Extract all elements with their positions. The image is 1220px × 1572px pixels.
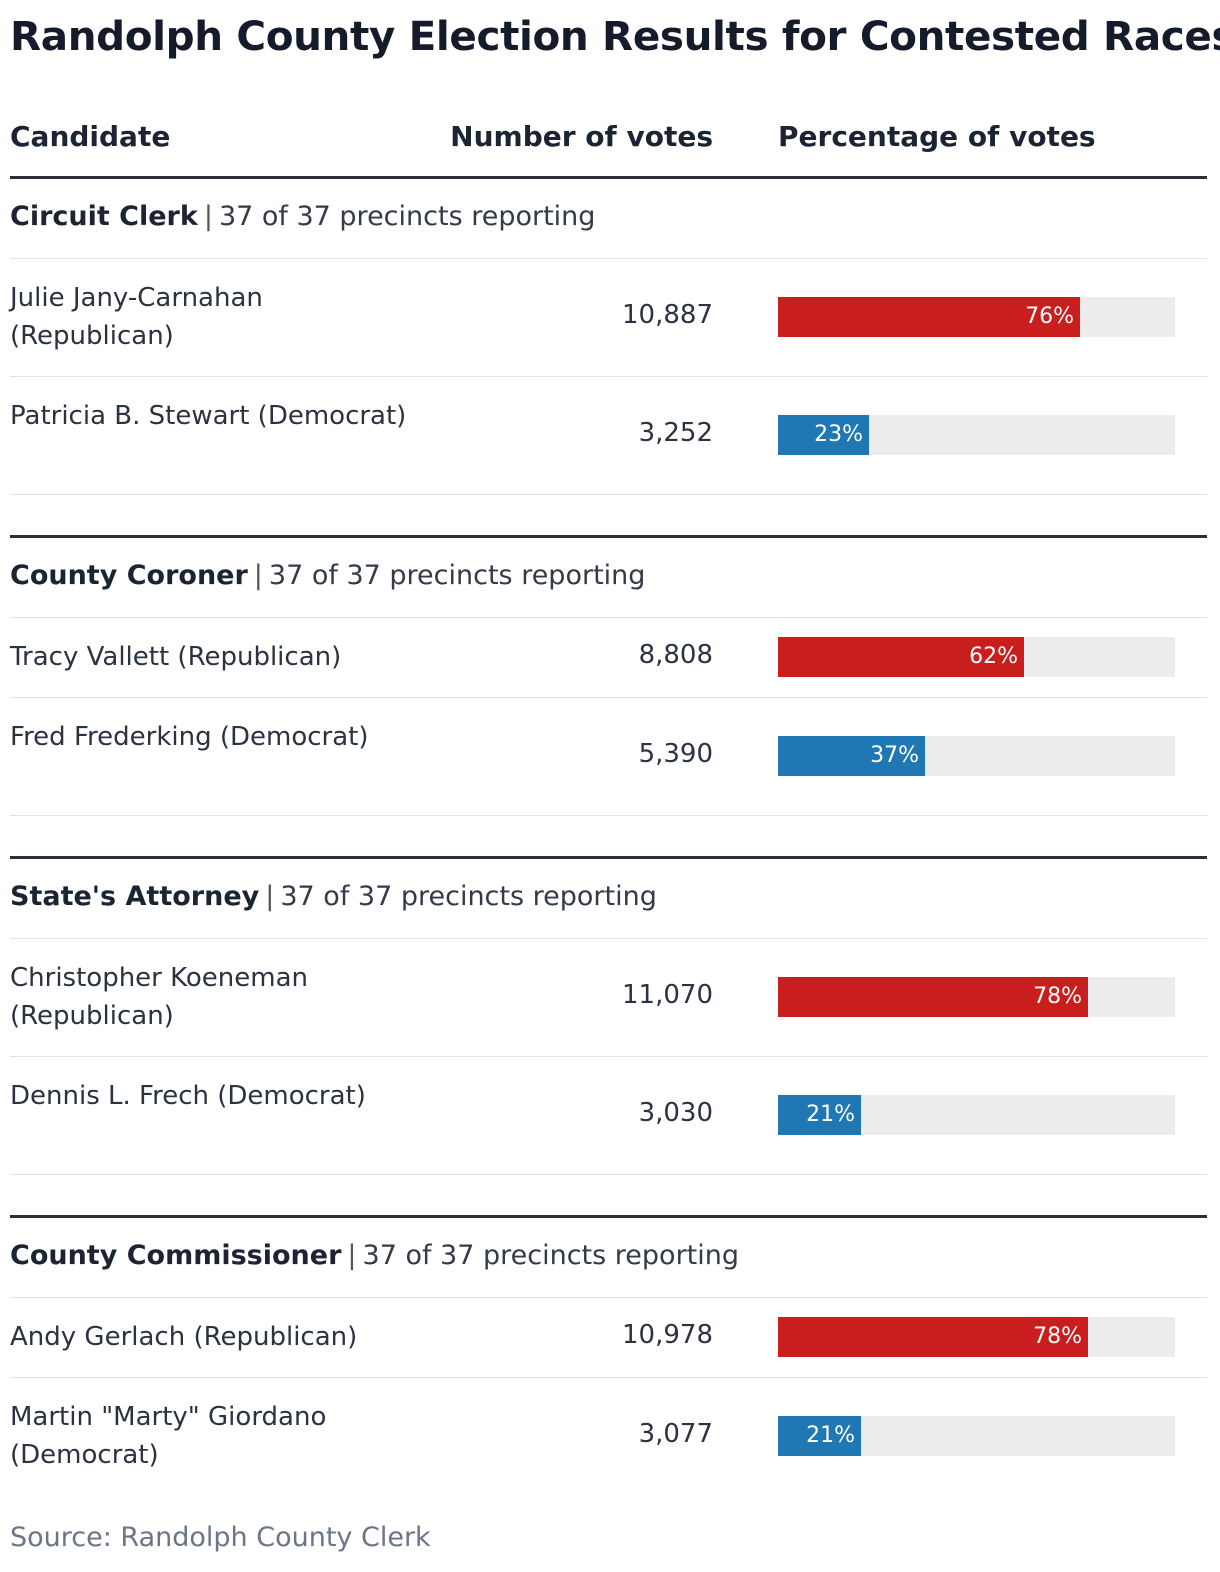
percentage-label: 21% xyxy=(806,1102,855,1127)
race-header: State's Attorney | 37 of 37 precincts repo… xyxy=(10,881,657,912)
race-separator: | xyxy=(265,881,275,912)
candidate-name: Christopher Koeneman (Republican) xyxy=(10,963,308,1031)
race-header: Circuit Clerk | 37 of 37 precincts reporti… xyxy=(10,201,595,232)
percentage-label: 78% xyxy=(1033,984,1082,1009)
percentage-bar xyxy=(778,977,1088,1017)
row-divider xyxy=(10,1297,1207,1298)
percentage-bar-track: 21% xyxy=(778,1416,1175,1456)
row-divider xyxy=(10,617,1207,618)
percentage-label: 37% xyxy=(870,743,919,768)
row-divider xyxy=(10,1377,1207,1378)
race-name: Circuit Clerk xyxy=(10,201,198,232)
vote-count: 10,887 xyxy=(622,300,713,330)
section-divider xyxy=(10,535,1207,538)
vote-count: 3,252 xyxy=(638,418,713,448)
candidate-name: Patricia B. Stewart (Democrat) xyxy=(10,401,407,431)
percentage-label: 62% xyxy=(969,644,1018,669)
row-divider xyxy=(10,815,1207,816)
precincts-reporting: 37 of 37 precincts reporting xyxy=(362,1240,740,1271)
section-divider xyxy=(10,1215,1207,1218)
race-header: County Commissioner | 37 of 37 precincts r… xyxy=(10,1240,739,1271)
vote-count: 5,390 xyxy=(638,739,713,769)
percentage-bar xyxy=(778,736,925,776)
section-divider xyxy=(10,176,1207,179)
percentage-bar-track: 37% xyxy=(778,736,1175,776)
column-header-candidate: Candidate xyxy=(10,120,171,153)
vote-count: 10,978 xyxy=(622,1320,713,1350)
candidate-name: Andy Gerlach (Republican) xyxy=(10,1322,358,1352)
percentage-bar-track: 23% xyxy=(778,415,1175,455)
column-header-percentage: Percentage of votes xyxy=(778,120,1096,153)
vote-count: 3,030 xyxy=(638,1098,713,1128)
percentage-bar-track: 78% xyxy=(778,977,1175,1017)
percentage-label: 21% xyxy=(806,1423,855,1448)
candidate-name: Dennis L. Frech (Democrat) xyxy=(10,1081,366,1111)
percentage-bar xyxy=(778,415,869,455)
percentage-bar xyxy=(778,1317,1088,1357)
precincts-reporting: 37 of 37 precincts reporting xyxy=(218,201,596,232)
row-divider xyxy=(10,376,1207,377)
row-divider xyxy=(10,697,1207,698)
percentage-label: 23% xyxy=(814,422,863,447)
percentage-bar xyxy=(778,1095,861,1135)
row-divider xyxy=(10,258,1207,259)
percentage-bar-track: 78% xyxy=(778,1317,1175,1357)
page-title: Randolph County Election Results for Con… xyxy=(10,12,1220,60)
row-divider xyxy=(10,494,1207,495)
candidate-name: Julie Jany-Carnahan (Republican) xyxy=(10,283,263,351)
percentage-bar xyxy=(778,637,1024,677)
race-name: County Coroner xyxy=(10,560,248,591)
percentage-bar xyxy=(778,297,1080,337)
precincts-reporting: 37 of 37 precincts reporting xyxy=(280,881,657,912)
race-separator: | xyxy=(203,201,213,232)
race-separator: | xyxy=(347,1240,357,1271)
percentage-bar-track: 76% xyxy=(778,297,1175,337)
section-divider xyxy=(10,856,1207,859)
column-header-votes: Number of votes xyxy=(450,120,713,153)
row-divider xyxy=(10,1056,1207,1057)
percentage-label: 76% xyxy=(1025,304,1074,329)
race-name: County Commissioner xyxy=(10,1240,342,1271)
percentage-bar xyxy=(778,1416,861,1456)
vote-count: 3,077 xyxy=(638,1419,713,1449)
precincts-reporting: 37 of 37 precincts reporting xyxy=(268,560,646,591)
row-divider xyxy=(10,938,1207,939)
percentage-bar-track: 62% xyxy=(778,637,1175,677)
candidate-name: Martin "Marty" Giordano (Democrat) xyxy=(10,1402,327,1470)
candidate-name: Fred Frederking (Democrat) xyxy=(10,722,369,752)
row-divider xyxy=(10,1174,1207,1175)
source-note: Source: Randolph County Clerk xyxy=(10,1522,431,1553)
race-header: County Coroner | 37 of 37 precincts report… xyxy=(10,560,645,591)
vote-count: 11,070 xyxy=(622,980,713,1010)
candidate-name: Tracy Vallett (Republican) xyxy=(10,642,342,672)
percentage-label: 78% xyxy=(1033,1324,1082,1349)
race-separator: | xyxy=(253,560,263,591)
vote-count: 8,808 xyxy=(638,640,713,670)
percentage-bar-track: 21% xyxy=(778,1095,1175,1135)
race-name: State's Attorney xyxy=(10,881,260,912)
